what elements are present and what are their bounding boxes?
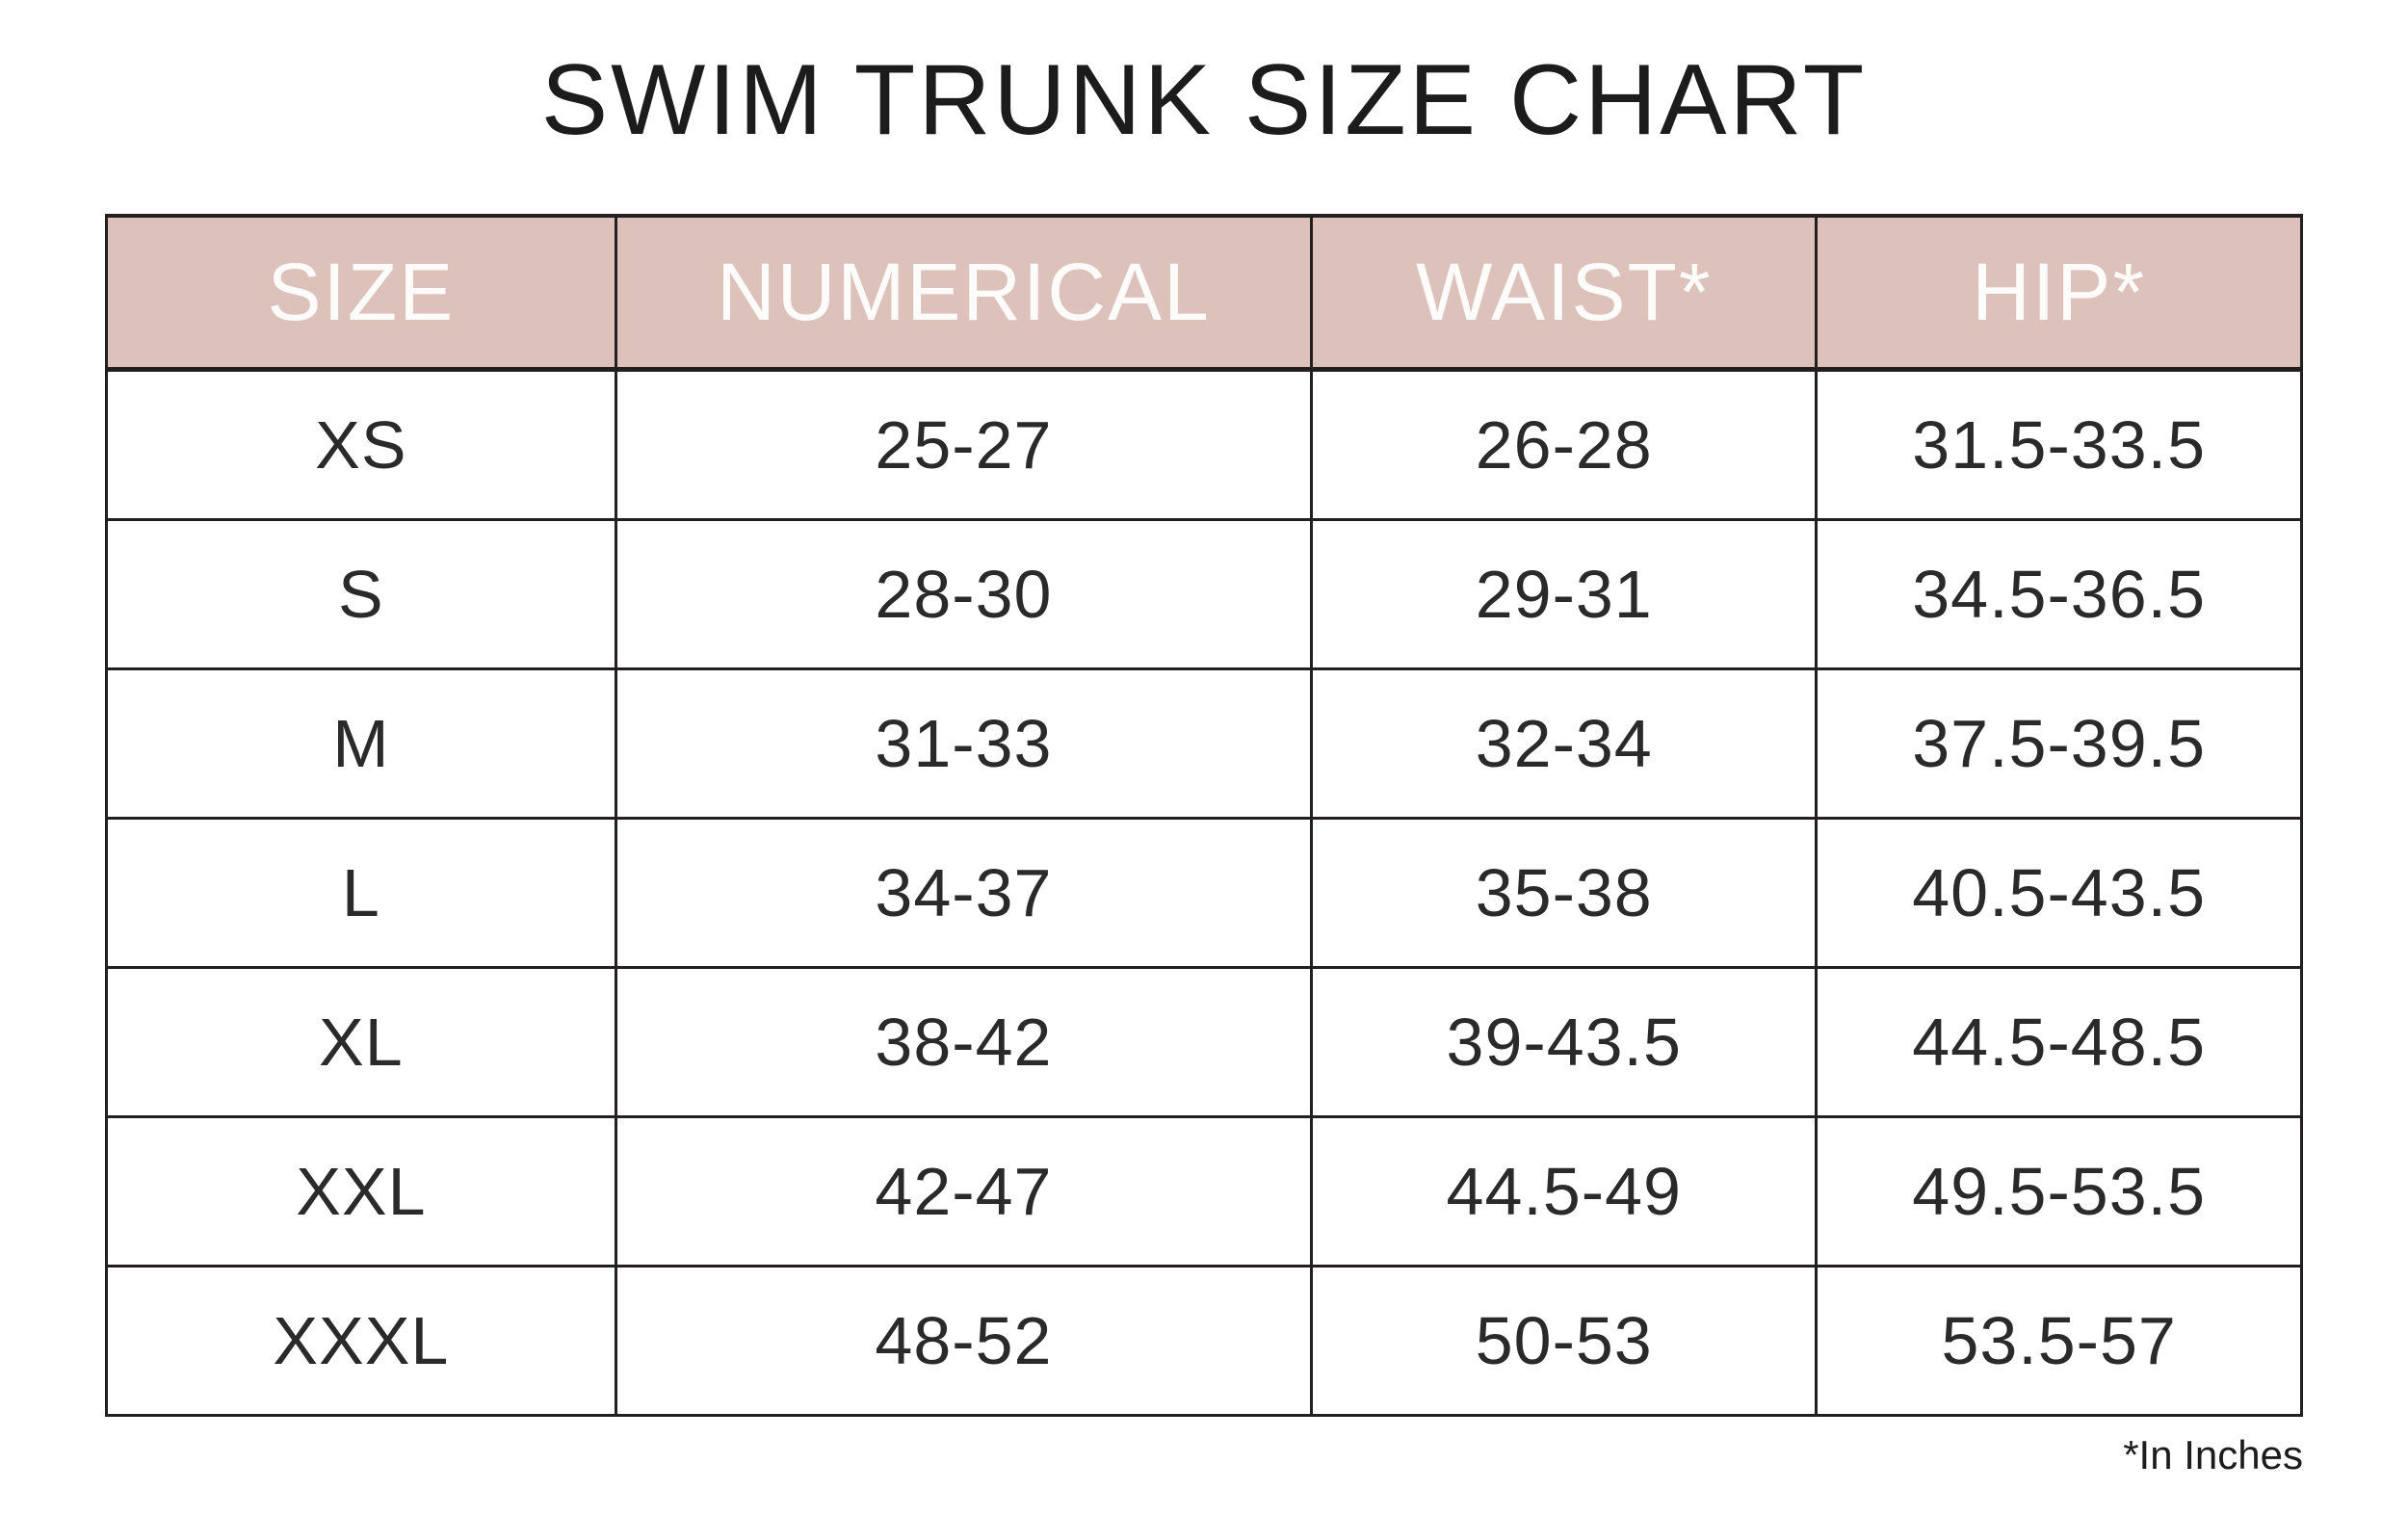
- header-row: SIZE NUMERICAL WAIST* HIP*: [105, 214, 2303, 372]
- size-chart-table: SIZE NUMERICAL WAIST* HIP* XS 25-27 26-2…: [105, 214, 2303, 1417]
- hip-cell: 34.5-36.5: [1815, 518, 2303, 670]
- waist-cell: 26-28: [1310, 368, 1819, 521]
- table-row-m: M 31-33 32-34 37.5-39.5: [105, 667, 2303, 820]
- numerical-cell: 25-27: [614, 368, 1314, 521]
- table-row-xl: XL 38-42 39-43.5 44.5-48.5: [105, 966, 2303, 1118]
- table-row-l: L 34-37 35-38 40.5-43.5: [105, 817, 2303, 969]
- hip-cell: 44.5-48.5: [1815, 966, 2303, 1118]
- column-header-hip: HIP*: [1815, 214, 2303, 372]
- waist-cell: 32-34: [1310, 667, 1819, 820]
- hip-cell: 40.5-43.5: [1815, 817, 2303, 969]
- size-cell: M: [105, 667, 617, 820]
- column-header-size: SIZE: [105, 214, 617, 372]
- waist-cell: 29-31: [1310, 518, 1819, 670]
- table-row-xxl: XXL 42-47 44.5-49 49.5-53.5: [105, 1115, 2303, 1268]
- numerical-cell: 38-42: [614, 966, 1314, 1118]
- page-title: SWIM TRUNK SIZE CHART: [540, 44, 1868, 156]
- column-header-waist: WAIST*: [1310, 214, 1819, 372]
- hip-cell: 53.5-57: [1815, 1265, 2303, 1417]
- size-cell: XXL: [105, 1115, 617, 1268]
- table-row-xs: XS 25-27 26-28 31.5-33.5: [105, 368, 2303, 521]
- column-header-numerical: NUMERICAL: [614, 214, 1314, 372]
- numerical-cell: 48-52: [614, 1265, 1314, 1417]
- size-cell: XXXL: [105, 1265, 617, 1417]
- waist-cell: 44.5-49: [1310, 1115, 1819, 1268]
- size-cell: L: [105, 817, 617, 969]
- waist-cell: 39-43.5: [1310, 966, 1819, 1118]
- hip-cell: 49.5-53.5: [1815, 1115, 2303, 1268]
- size-cell: XS: [105, 368, 617, 521]
- numerical-cell: 34-37: [614, 817, 1314, 969]
- hip-cell: 37.5-39.5: [1815, 667, 2303, 820]
- table-row-xxxl: XXXL 48-52 50-53 53.5-57: [105, 1265, 2303, 1417]
- numerical-cell: 28-30: [614, 518, 1314, 670]
- waist-cell: 35-38: [1310, 817, 1819, 969]
- numerical-cell: 42-47: [614, 1115, 1314, 1268]
- waist-cell: 50-53: [1310, 1265, 1819, 1417]
- size-chart-table-container: SIZE NUMERICAL WAIST* HIP* XS 25-27 26-2…: [105, 214, 2303, 1417]
- size-cell: S: [105, 518, 617, 670]
- units-footnote: *In Inches: [2123, 1432, 2303, 1477]
- hip-cell: 31.5-33.5: [1815, 368, 2303, 521]
- table-row-s: S 28-30 29-31 34.5-36.5: [105, 518, 2303, 670]
- size-cell: XL: [105, 966, 617, 1118]
- numerical-cell: 31-33: [614, 667, 1314, 820]
